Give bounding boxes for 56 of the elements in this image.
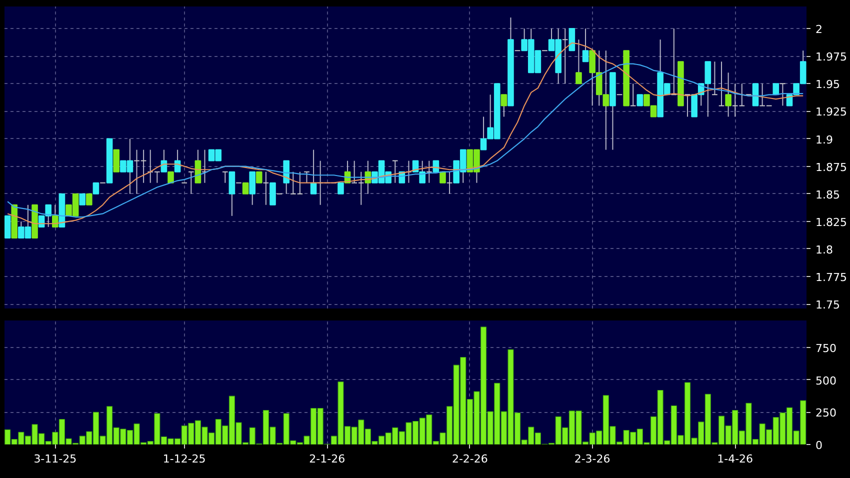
candlestick <box>202 149 208 184</box>
candlestick <box>500 94 508 118</box>
y-tick-label: 1.925 <box>816 106 847 119</box>
y-tick-label: 750 <box>816 342 836 356</box>
x-tick-label: 2-2-26 <box>452 452 488 466</box>
candlestick <box>426 160 432 184</box>
y-tick-label: 1.9 <box>816 133 833 146</box>
candlestick <box>92 182 100 194</box>
candlestick <box>630 83 636 106</box>
x-tick-label: 2-3-26 <box>574 452 610 466</box>
candlestick <box>283 160 290 194</box>
candlestick <box>446 171 453 194</box>
candlestick <box>188 171 194 194</box>
y-tick-label: 1.975 <box>816 50 847 64</box>
candlestick <box>270 182 276 206</box>
candlestick <box>222 171 228 184</box>
candlestick <box>562 28 568 84</box>
x-tick-label: 1-4-26 <box>717 452 754 466</box>
y-tick-label: 250 <box>816 406 836 420</box>
y-tick-label: 1.825 <box>816 216 847 229</box>
candlestick <box>249 171 256 206</box>
y-tick-label: 1.775 <box>816 271 847 284</box>
candlestick <box>113 149 120 172</box>
candlestick <box>79 193 86 206</box>
y-tick-label: 1.875 <box>816 160 847 174</box>
y-tick-label: 1.75 <box>816 298 840 312</box>
candlestick <box>576 39 582 84</box>
candlestick <box>392 160 398 184</box>
candlestick <box>636 94 644 106</box>
candlestick <box>86 193 92 206</box>
candlestick <box>752 83 759 106</box>
candlestick <box>684 94 691 118</box>
y-tick-label: 1.95 <box>816 78 840 92</box>
candlestick <box>568 28 576 52</box>
candlestick <box>725 72 732 118</box>
candlestick <box>338 182 344 194</box>
y-tick-label: 1.8 <box>816 243 833 256</box>
y-tick-label: 1.85 <box>816 188 840 202</box>
y-tick-label: 2 <box>816 23 822 36</box>
candlestick <box>780 83 786 106</box>
candlestick <box>4 215 11 238</box>
candlestick <box>712 61 718 96</box>
x-tick-label: 1-12-25 <box>162 452 206 466</box>
candlestick <box>52 204 58 228</box>
candlestick <box>670 28 678 96</box>
candlestick <box>228 171 236 216</box>
candlestick <box>256 171 262 184</box>
x-tick-label: 2-1-26 <box>309 452 346 466</box>
candlestick <box>304 171 310 184</box>
y-tick-label: 0 <box>816 439 822 452</box>
candlestick <box>242 182 249 194</box>
candlestick <box>582 28 589 62</box>
x-tick-label: 3-11-25 <box>34 452 77 466</box>
candlestick <box>262 171 270 206</box>
y-tick-label: 500 <box>816 374 836 388</box>
candlestick <box>718 61 725 106</box>
